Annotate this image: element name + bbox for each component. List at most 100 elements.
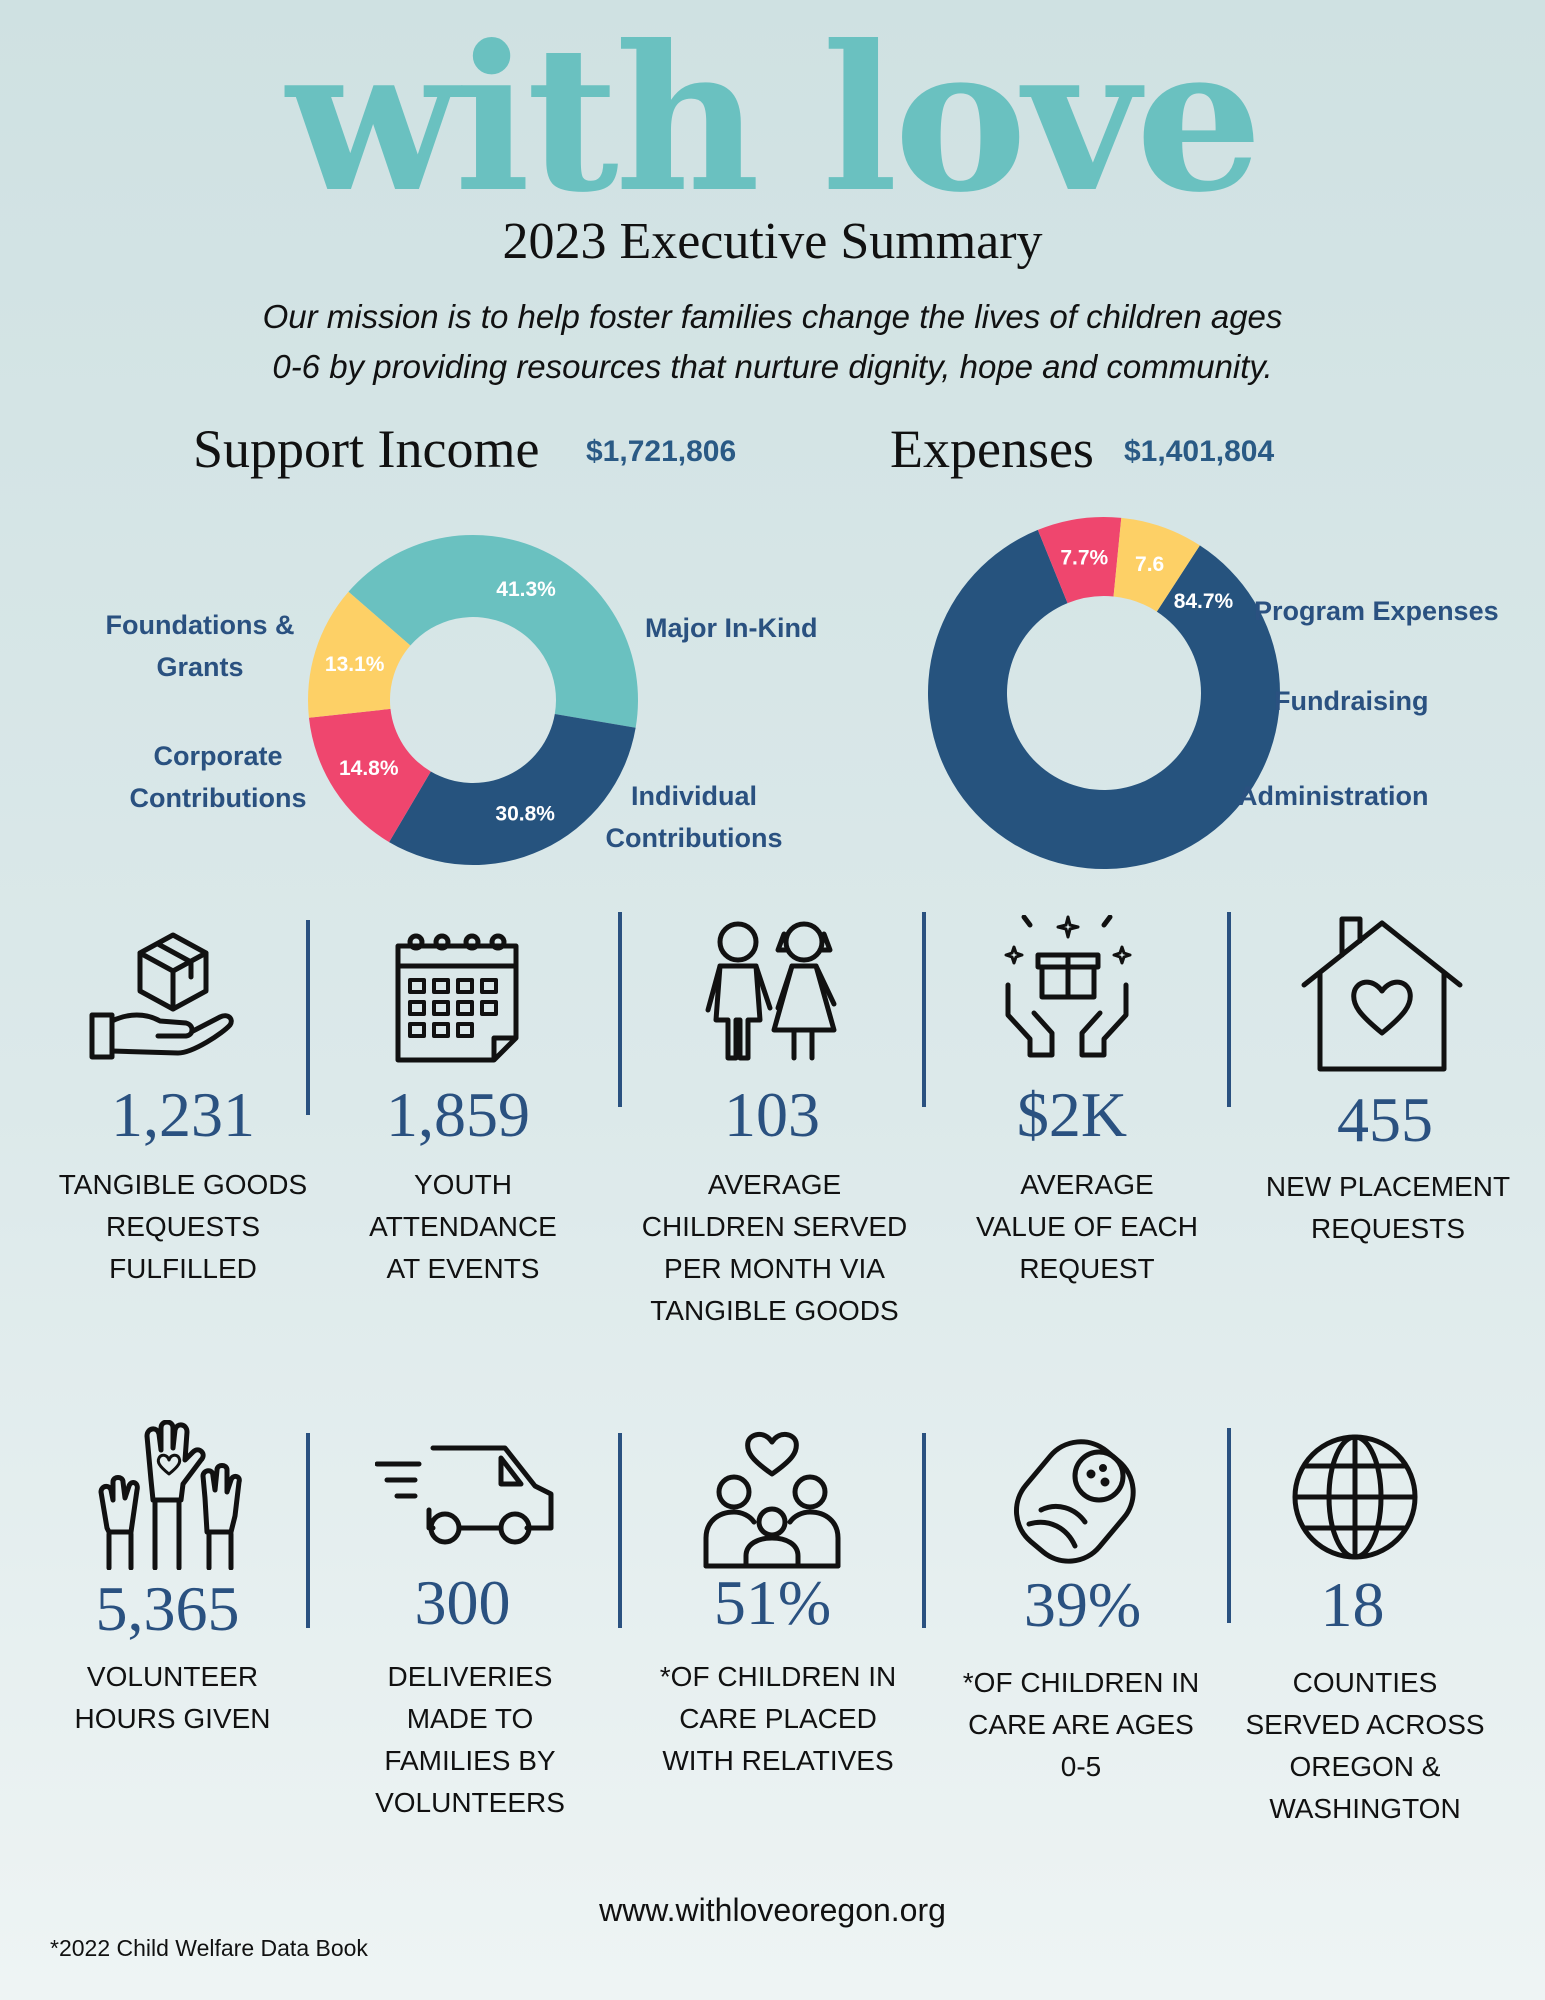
caption-line: REQUEST <box>1019 1253 1155 1284</box>
divider <box>922 912 926 1107</box>
page-title: 2023 Executive Summary <box>502 213 1043 270</box>
divider <box>618 912 622 1107</box>
label-foundations-line2: Grants <box>156 652 244 682</box>
mission-line-1: Our mission is to help foster families c… <box>262 298 1283 335</box>
delivery-van-icon <box>375 1445 554 1545</box>
caption-line: YOUTH <box>414 1169 512 1200</box>
baby-icon <box>1013 1439 1136 1564</box>
stat-caption: COUNTIES SERVED ACROSS OREGON & WASHINGT… <box>1230 1662 1500 1830</box>
stat-number: 18 <box>1320 1569 1385 1640</box>
caption-line: TANGIBLE GOODS <box>650 1295 899 1326</box>
caption-line: WITH RELATIVES <box>662 1745 894 1776</box>
label-individual: Individual Contributions <box>584 775 804 859</box>
caption-line: VOLUNTEER <box>86 1661 259 1692</box>
logo: with love <box>286 2 1262 237</box>
stat-caption: AVERAGE CHILDREN SERVED PER MONTH VIA TA… <box>622 1164 927 1332</box>
caption-line: AT EVENTS <box>386 1253 540 1284</box>
stat-caption: VOLUNTEER HOURS GIVEN <box>40 1656 305 1740</box>
caption-line: SERVED ACROSS <box>1245 1709 1485 1740</box>
label-fundraising: Fundraising <box>1274 686 1429 716</box>
caption-line: AVERAGE <box>1020 1169 1154 1200</box>
stat-caption: *OF CHILDREN IN CARE PLACED WITH RELATIV… <box>628 1656 928 1782</box>
income-amount: $1,721,806 <box>586 435 737 468</box>
label-foundations: Foundations & Grants <box>80 604 320 688</box>
stat-caption: TANGIBLE GOODS REQUESTS FULFILLED <box>28 1164 338 1290</box>
label-major-inkind: Major In-Kind <box>645 613 818 643</box>
caption-line: VALUE OF EACH <box>976 1211 1198 1242</box>
donut-slice-0-0 <box>348 535 638 728</box>
caption-line: NEW PLACEMENT <box>1265 1171 1511 1202</box>
caption-line: CHILDREN SERVED <box>641 1211 908 1242</box>
divider <box>922 1433 926 1628</box>
divider <box>1227 912 1231 1107</box>
donut-label-0-1: 30.8% <box>495 802 555 825</box>
children-icon <box>705 921 837 1061</box>
caption-line: OREGON & <box>1289 1751 1441 1782</box>
label-individual-line1: Individual <box>630 781 757 811</box>
caption-line: *OF CHILDREN IN <box>962 1667 1200 1698</box>
stat-number: 1,231 <box>111 1079 255 1150</box>
income-title: Support Income <box>193 419 540 479</box>
caption-line: MADE TO <box>406 1703 534 1734</box>
caption-line: COUNTIES <box>1292 1667 1438 1698</box>
divider <box>306 920 310 1115</box>
expenses-amount: $1,401,804 <box>1124 435 1275 468</box>
donut-label-1-0: 84.7% <box>1174 590 1234 613</box>
calendar-icon <box>395 933 519 1063</box>
caption-line: *OF CHILDREN IN <box>659 1661 897 1692</box>
divider <box>306 1433 310 1628</box>
divider <box>1227 1428 1231 1623</box>
mission-line-2: 0-6 by providing resources that nurture … <box>272 348 1273 385</box>
house-heart-icon <box>1301 916 1463 1072</box>
donut-label-0-0: 41.3% <box>496 578 556 601</box>
donut-label-0-2: 14.8% <box>339 757 399 780</box>
caption-line: ATTENDANCE <box>369 1211 557 1242</box>
label-corporate: Corporate Contributions <box>108 735 328 819</box>
footnote: *2022 Child Welfare Data Book <box>50 1935 368 1961</box>
stat-number: 455 <box>1337 1084 1433 1155</box>
caption-line: TANGIBLE GOODS <box>58 1169 308 1200</box>
stat-caption: *OF CHILDREN IN CARE ARE AGES 0-5 <box>936 1662 1226 1788</box>
label-foundations-line1: Foundations & <box>105 610 295 640</box>
globe-icon <box>1292 1434 1418 1560</box>
stat-number: 1,859 <box>386 1079 530 1150</box>
donut-label-0-3: 13.1% <box>325 653 385 676</box>
donut-slice-1-2 <box>1113 517 1200 612</box>
stat-number: 300 <box>414 1567 511 1638</box>
caption-line: FAMILIES BY <box>384 1745 556 1776</box>
stat-caption: AVERAGE VALUE OF EACH REQUEST <box>937 1164 1237 1290</box>
caption-line: VOLUNTEERS <box>375 1787 565 1818</box>
caption-line: CARE ARE AGES <box>968 1709 1194 1740</box>
caption-line: PER MONTH VIA <box>664 1253 885 1284</box>
donut-label-1-1: 7.7% <box>1060 546 1108 569</box>
caption-line: CARE PLACED <box>679 1703 877 1734</box>
stat-number: 5,365 <box>95 1573 240 1644</box>
donut-slice-1-1 <box>1037 516 1122 604</box>
caption-line: HOURS GIVEN <box>74 1703 271 1734</box>
donut-slice-0-1 <box>389 713 636 865</box>
stat-number: 103 <box>724 1079 820 1150</box>
stat-caption: NEW PLACEMENT REQUESTS <box>1243 1166 1533 1250</box>
donut-slice-0-3 <box>308 591 411 718</box>
mission-statement: Our mission is to help foster families c… <box>150 292 1395 392</box>
divider <box>618 1433 622 1628</box>
donut-label-1-2: 7.6 <box>1135 553 1164 576</box>
website-link[interactable]: www.withloveoregon.org <box>599 1892 946 1928</box>
caption-line: REQUESTS <box>1310 1213 1466 1244</box>
caption-line: FULFILLED <box>109 1253 257 1284</box>
box-hand-icon <box>89 932 234 1060</box>
label-individual-line2: Contributions <box>605 823 783 853</box>
caption-line: DELIVERIES <box>387 1661 553 1692</box>
caption-line: AVERAGE <box>707 1169 842 1200</box>
donut-slice-1-0 <box>928 529 1280 869</box>
stat-caption: YOUTH ATTENDANCE AT EVENTS <box>318 1164 608 1290</box>
gift-hands-icon <box>1004 915 1132 1058</box>
raised-hands-icon <box>98 1420 242 1570</box>
stat-caption: DELIVERIES MADE TO FAMILIES BY VOLUNTEER… <box>330 1656 610 1824</box>
caption-line: WASHINGTON <box>1269 1793 1461 1824</box>
label-corporate-line2: Contributions <box>129 783 307 813</box>
stat-number: $2K <box>1016 1079 1128 1150</box>
label-administration: Administration <box>1238 781 1429 811</box>
expenses-title: Expenses <box>890 419 1094 479</box>
